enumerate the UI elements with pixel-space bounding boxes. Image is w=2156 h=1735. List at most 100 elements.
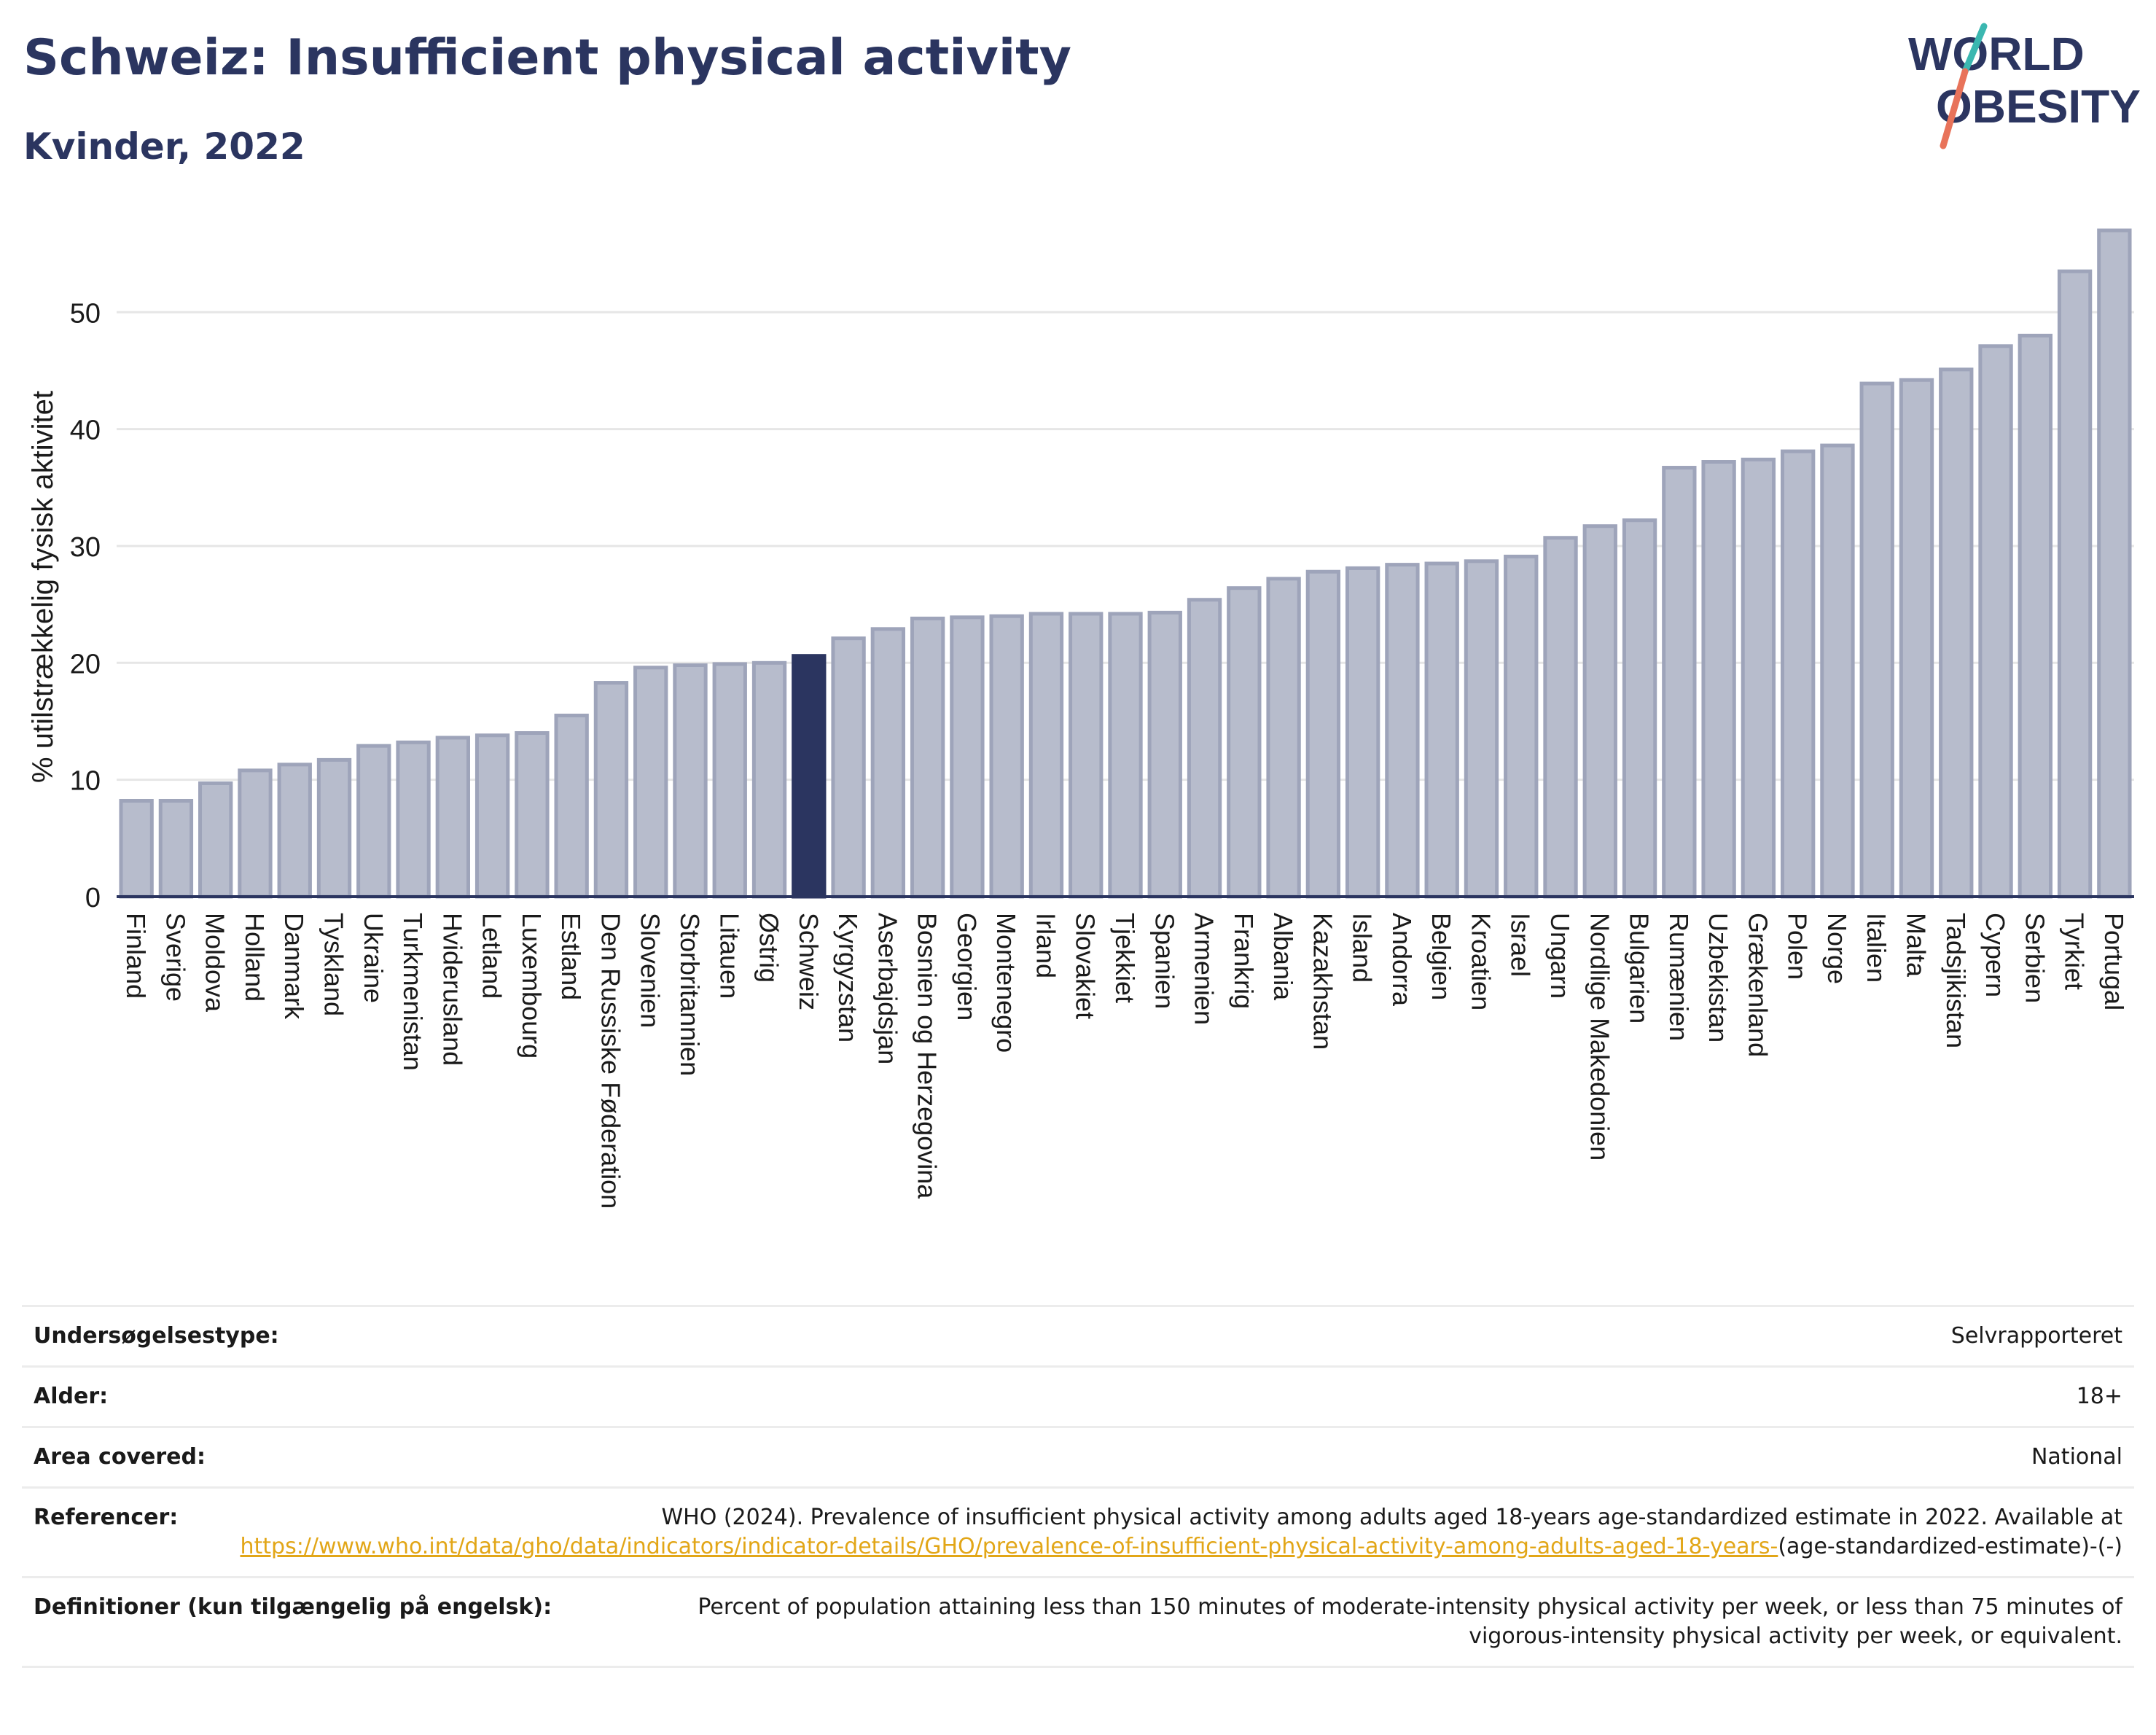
x-tick-label: Cypern xyxy=(1980,913,2010,997)
bar xyxy=(1741,457,1776,899)
x-tick-label: Turkmenistan xyxy=(398,913,428,1071)
x-tick-label: Malta xyxy=(1901,913,1931,978)
bar xyxy=(1622,518,1657,899)
x-tick-label: Østrig xyxy=(754,913,784,983)
bars xyxy=(119,228,2132,899)
world-obesity-logo: WORLD OBESITY xyxy=(1908,23,2141,149)
x-tick-label: Sverige xyxy=(160,913,190,1002)
info-label-area: Area covered: xyxy=(34,1444,206,1470)
bar xyxy=(712,662,747,899)
bar xyxy=(1266,577,1301,899)
y-tick-label: 20 xyxy=(70,649,101,679)
bar xyxy=(1780,449,1816,899)
bar xyxy=(554,713,589,899)
y-tick-label: 30 xyxy=(70,532,101,563)
x-tick-label: Finland xyxy=(121,913,151,999)
bar xyxy=(1069,612,1104,899)
x-tick-label: Tyrkiet xyxy=(2060,913,2090,990)
info-row-definitions: Definitioner (kun tilgængelig på engelsk… xyxy=(22,1576,2134,1668)
x-tick-label: Serbien xyxy=(2020,913,2050,1003)
bar xyxy=(474,733,510,899)
page-title: Schweiz: Insufficient physical activity xyxy=(23,29,1071,87)
info-value-area: National xyxy=(2031,1444,2122,1470)
reference-link[interactable]: https://www.who.int/data/gho/data/indica… xyxy=(240,1534,1778,1559)
bar xyxy=(1582,524,1617,899)
x-tick-label: Georgien xyxy=(952,913,982,1021)
x-tick-label: Kroatien xyxy=(1466,913,1496,1010)
info-table: Undersøgelsestype: Selvrapporteret Alder… xyxy=(22,1305,2134,1668)
info-value-survey-type: Selvrapporteret xyxy=(1950,1323,2122,1349)
y-tick-label: 50 xyxy=(70,298,101,329)
x-tick-label: Holland xyxy=(240,913,270,1002)
bar xyxy=(910,616,945,899)
x-tick-label: Den Russiske Føderation xyxy=(595,913,625,1209)
x-tick-label: Irland xyxy=(1031,913,1061,978)
info-row-age: Alder: 18+ xyxy=(22,1365,2134,1426)
info-value-definitions: Percent of population attaining less tha… xyxy=(698,1594,2122,1649)
x-tick-label: Frankrig xyxy=(1229,913,1259,1009)
x-tick-label: Uzbekistan xyxy=(1703,913,1733,1042)
x-tick-label: Ungarn xyxy=(1545,913,1575,999)
info-value-references: WHO (2024). Prevalence of insufficient p… xyxy=(222,1503,2122,1562)
bar xyxy=(396,740,431,899)
bar xyxy=(1939,367,1974,899)
x-tick-label: Portugal xyxy=(2099,913,2129,1010)
bar xyxy=(356,744,391,899)
bar xyxy=(633,666,668,899)
x-tick-label: Bosnien og Herzegovina xyxy=(913,913,942,1199)
x-tick-label: Schweiz xyxy=(794,913,824,1010)
bar xyxy=(1028,612,1064,899)
bar xyxy=(593,681,629,899)
x-tick-label: Kazakhstan xyxy=(1308,913,1337,1050)
reference-text-suffix: (age-standardized-estimate)-(-) xyxy=(1778,1534,2122,1559)
bar xyxy=(831,636,866,899)
bar xyxy=(2097,228,2132,899)
bar xyxy=(119,799,154,899)
x-tick-label: Andorra xyxy=(1387,913,1417,1007)
page-subtitle: Kvinder, 2022 xyxy=(23,125,305,168)
x-tick-label: Rumænien xyxy=(1664,913,1694,1041)
logo-slash-bottom xyxy=(1940,68,1969,149)
x-tick-label: Letland xyxy=(477,913,507,999)
bar xyxy=(1543,536,1578,899)
logo-text-obesity: OBESITY xyxy=(1936,80,2141,133)
x-tick-label: Norge xyxy=(1822,913,1852,984)
x-tick-label: Ukraine xyxy=(359,913,388,1003)
x-tick-label: Tadsjikistan xyxy=(1941,913,1971,1048)
info-row-area: Area covered: National xyxy=(22,1426,2134,1486)
logo-text-world: WORLD xyxy=(1908,28,2085,80)
bar xyxy=(1662,466,1697,899)
bar xyxy=(198,781,233,899)
bar xyxy=(238,768,273,899)
bar xyxy=(950,615,985,899)
bar xyxy=(1978,344,2013,899)
x-tick-label: Island xyxy=(1348,913,1378,983)
x-tick-label: Slovenien xyxy=(636,913,665,1028)
bar xyxy=(989,614,1024,899)
bar xyxy=(515,731,550,899)
bar xyxy=(1305,569,1341,899)
x-tick-label: Slovakiet xyxy=(1071,913,1101,1019)
x-tick-label: Spanien xyxy=(1149,913,1179,1009)
x-tick-label: Polen xyxy=(1783,913,1813,980)
x-tick-label: Storbritannien xyxy=(675,913,705,1076)
info-label-definitions: Definitioner (kun tilgængelig på engelsk… xyxy=(34,1594,552,1620)
info-label-age: Alder: xyxy=(34,1384,109,1409)
info-row-survey-type: Undersøgelsestype: Selvrapporteret xyxy=(22,1305,2134,1365)
x-tick-label: Grækenland xyxy=(1743,913,1773,1057)
x-tick-label: Hviderusland xyxy=(437,913,467,1066)
x-tick-label: Luxembourg xyxy=(517,913,547,1058)
bar xyxy=(316,757,352,899)
bar xyxy=(1385,563,1420,899)
x-tick-label: Italien xyxy=(1862,913,1891,983)
x-tick-label: Nordlige Makedonien xyxy=(1585,913,1614,1161)
bar xyxy=(2018,333,2053,899)
bar xyxy=(435,736,471,899)
bar xyxy=(1464,559,1499,899)
x-tick-label: Belgien xyxy=(1426,913,1456,1000)
x-tick-label: Danmark xyxy=(279,913,309,1020)
bar xyxy=(1859,381,1894,899)
x-tick-label: Aserbajdsjan xyxy=(872,913,902,1064)
x-tick-label: Montenegro xyxy=(991,913,1021,1053)
bar-chart: 0 10 20 30 40 50 Finland Sverige Moldova Holland D… xyxy=(27,228,2134,1209)
